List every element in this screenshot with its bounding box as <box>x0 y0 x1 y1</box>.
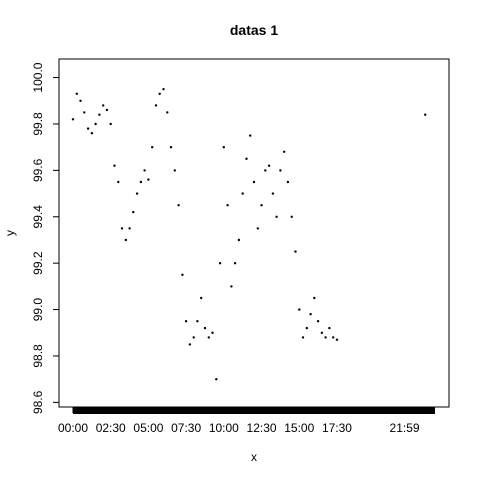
data-point <box>192 336 195 339</box>
y-tick-label: 99.8 <box>31 112 45 136</box>
y-axis: 98.6 98.8 99.0 99.2 99.4 99.6 99.8 100.0 <box>31 62 59 414</box>
data-point <box>169 146 173 149</box>
data-point <box>188 343 192 346</box>
data-point <box>237 238 241 242</box>
data-point <box>71 118 75 121</box>
x-axis-label: x <box>251 450 257 464</box>
data-point <box>256 227 259 230</box>
data-point <box>294 250 297 253</box>
data-point <box>267 164 271 167</box>
data-point <box>249 134 252 137</box>
data-point <box>298 308 301 311</box>
data-point <box>147 178 150 181</box>
data-point <box>328 326 331 330</box>
data-point <box>105 108 109 112</box>
x-tick-label: 15:00 <box>284 421 314 435</box>
data-point <box>166 111 169 114</box>
rug-ticks <box>73 407 435 414</box>
data-point <box>117 180 120 184</box>
data-point <box>139 180 143 184</box>
data-point <box>245 157 248 160</box>
data-point <box>252 180 256 184</box>
data-point <box>151 146 154 149</box>
x-tick-label: 07:30 <box>171 421 201 435</box>
chart-title: datas 1 <box>230 22 278 38</box>
data-point <box>275 215 278 218</box>
x-rug <box>73 407 435 414</box>
x-tick-label: 21:59 <box>390 421 420 435</box>
data-point <box>309 313 312 316</box>
data-point <box>98 113 101 116</box>
data-point <box>83 111 86 114</box>
x-tick-label: 17:30 <box>322 421 352 435</box>
data-point <box>290 215 293 218</box>
data-point <box>324 336 327 339</box>
data-point <box>215 378 218 381</box>
y-tick-label: 98.6 <box>31 390 45 414</box>
data-point <box>143 169 146 172</box>
data-point <box>286 180 290 184</box>
y-axis-label: y <box>3 230 17 236</box>
y-tick-label: 99.2 <box>31 251 45 275</box>
data-point <box>230 285 233 288</box>
data-point <box>109 122 112 126</box>
data-point <box>200 296 203 300</box>
data-point <box>120 227 124 230</box>
plot-frame <box>58 58 450 408</box>
data-point <box>313 296 316 300</box>
y-tick-label: 99.4 <box>31 205 45 229</box>
data-point <box>271 192 275 195</box>
data-point <box>128 227 131 230</box>
data-point <box>264 169 267 172</box>
x-tick-label: 05:00 <box>133 421 163 435</box>
data-point <box>79 99 82 103</box>
data-point <box>173 169 176 172</box>
y-tick-label: 98.8 <box>31 344 45 368</box>
data-point <box>207 336 210 339</box>
x-tick-label: 12:30 <box>247 421 277 435</box>
data-point <box>132 210 135 214</box>
y-tick-label: 99.6 <box>31 158 45 182</box>
x-tick-label: 00:00 <box>58 421 88 435</box>
data-point <box>94 122 97 126</box>
data-point <box>196 320 199 323</box>
data-point <box>241 192 244 195</box>
x-tick-label: 10:00 <box>209 421 239 435</box>
y-tick-label: 99.0 <box>31 298 45 322</box>
data-point <box>316 320 320 323</box>
data-point <box>211 331 214 334</box>
data-point <box>158 92 161 96</box>
data-point <box>203 326 207 330</box>
data-point <box>279 169 282 172</box>
data-point <box>226 204 229 207</box>
data-point <box>135 192 139 195</box>
data-point <box>113 164 116 167</box>
data-point <box>320 331 324 334</box>
data-point <box>233 262 237 265</box>
data-point <box>260 204 263 207</box>
data-point <box>124 238 128 242</box>
data-point <box>86 127 90 130</box>
data-point <box>424 113 427 116</box>
data-point <box>335 338 339 341</box>
data-point <box>154 104 158 107</box>
data-point <box>301 336 305 339</box>
data-point <box>184 320 188 323</box>
data-point <box>305 326 308 330</box>
x-tick-label: 02:30 <box>96 421 126 435</box>
data-point <box>181 273 184 276</box>
data-point <box>177 204 180 207</box>
data-point <box>162 88 165 91</box>
data-point <box>102 104 105 107</box>
data-point <box>283 150 286 153</box>
data-point <box>222 146 225 149</box>
data-point <box>75 92 79 96</box>
x-axis: 00:00 02:30 05:00 07:30 10:00 12:30 15:00 17:30… <box>58 407 420 435</box>
data-point <box>218 262 222 265</box>
data-points <box>71 88 427 381</box>
data-point <box>90 132 94 135</box>
data-point <box>332 336 335 339</box>
y-tick-label: 100.0 <box>31 62 45 92</box>
